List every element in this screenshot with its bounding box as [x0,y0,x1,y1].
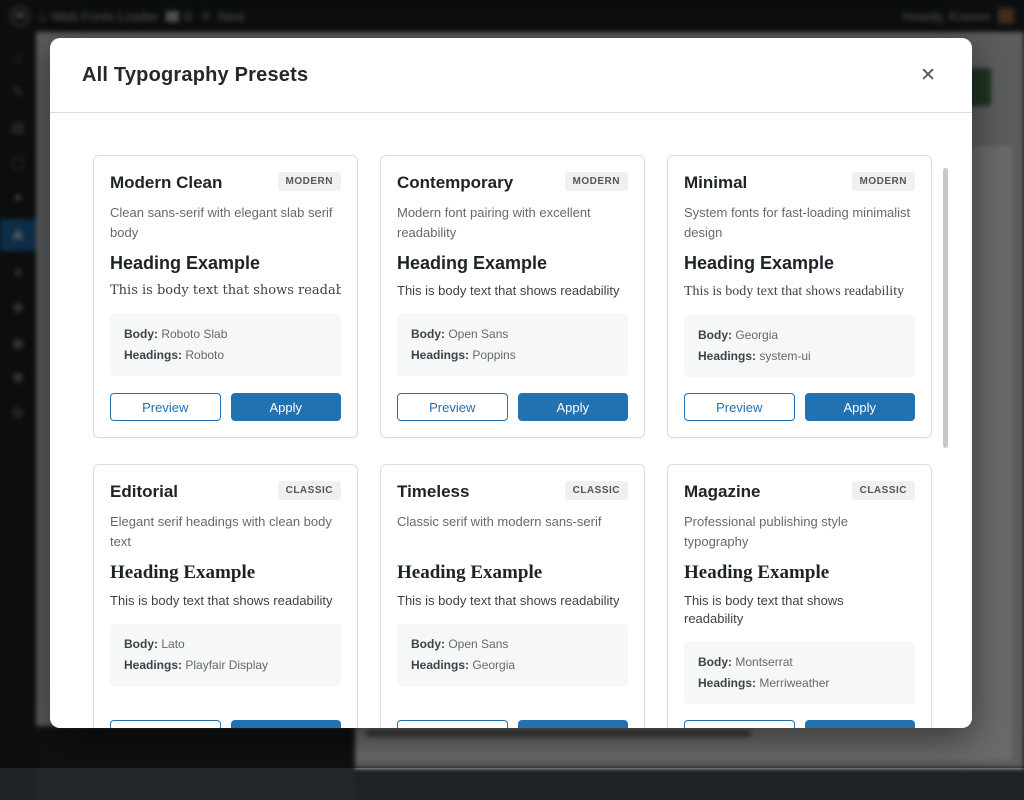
body-font-value: Lato [161,637,185,652]
preset-badge: CLASSIC [277,481,341,501]
headings-label: Headings: [411,658,470,673]
sample-body: This is body text that shows readability [110,593,333,609]
preset-card-contemporary: Contemporary MODERN Modern font pairing … [380,155,645,439]
apply-button[interactable]: Apply [804,393,915,422]
close-icon[interactable]: ✕ [916,62,940,89]
apply-button[interactable]: Apply [804,720,915,728]
modal-body: Modern Clean MODERN Clean sans-serif wit… [50,113,972,728]
headings-font-value: Merriweather [759,676,830,691]
modal-title: All Typography Presets [82,63,309,86]
modal-scrollbar-thumb[interactable] [943,168,948,448]
font-info-box: Body: Roboto Slab Headings: Roboto [110,313,341,376]
headings-label: Headings: [124,658,183,673]
sample-heading: Heading Example [397,562,543,584]
preview-button[interactable]: Preview [110,393,221,422]
apply-button[interactable]: Apply [230,720,341,728]
font-info-box: Body: Open Sans Headings: Poppins [397,313,628,376]
preset-badge: MODERN [851,172,915,191]
sample-body: This is body text that shows readability [397,593,620,609]
headings-label: Headings: [698,349,757,364]
preview-button[interactable]: Preview [397,720,508,728]
sample-heading: Heading Example [397,253,548,274]
preset-badge: MODERN [564,172,628,191]
preset-badge: MODERN [277,172,341,191]
preview-button[interactable]: Preview [110,720,221,728]
font-info-box: Body: Georgia Headings: system-ui [684,315,915,378]
font-info-box: Body: Open Sans Headings: Georgia [397,624,628,687]
preset-card-minimal: Minimal MODERN System fonts for fast-loa… [667,155,932,439]
preset-name: Modern Clean [110,173,223,192]
preset-badge: CLASSIC [851,481,915,501]
preview-button[interactable]: Preview [684,393,795,422]
preset-name: Timeless [397,482,470,502]
presets-grid: Modern Clean MODERN Clean sans-serif wit… [50,113,972,728]
preset-description: System fonts for fast-loading minimalist… [684,205,911,240]
body-font-value: Montserrat [735,655,793,670]
headings-font-value: system-ui [759,349,811,364]
body-label: Body: [698,328,732,343]
headings-label: Headings: [698,676,757,691]
body-label: Body: [411,326,445,341]
preset-badge: CLASSIC [564,481,628,501]
preset-description: Professional publishing style typography [684,514,849,549]
sample-body: This is body text that shows readability [684,593,844,627]
sample-heading: Heading Example [684,562,830,584]
body-font-value: Georgia [735,328,779,343]
body-label: Body: [411,637,445,652]
typography-presets-modal: All Typography Presets ✕ Modern Clean MO… [50,38,972,728]
preset-card-modern-clean: Modern Clean MODERN Clean sans-serif wit… [93,155,358,439]
preset-description: Classic serif with modern sans-serif [397,514,602,530]
body-font-value: Open Sans [448,637,509,652]
sample-body: This is body text that shows readability [684,283,905,299]
headings-label: Headings: [124,347,183,362]
sample-heading: Heading Example [110,253,261,274]
body-font-value: Roboto Slab [161,326,228,341]
headings-font-value: Poppins [472,347,516,362]
headings-label: Headings: [411,347,470,362]
body-font-value: Open Sans [448,326,509,341]
modal-header: All Typography Presets ✕ [50,38,972,113]
preview-button[interactable]: Preview [684,720,795,728]
preset-card-editorial: Editorial CLASSIC Elegant serif headings… [93,464,358,728]
headings-font-value: Roboto [185,347,225,362]
body-label: Body: [124,326,158,341]
preset-name: Contemporary [397,173,514,192]
body-label: Body: [698,655,732,670]
preset-name: Minimal [684,173,748,192]
preview-button[interactable]: Preview [397,393,508,422]
sample-heading: Heading Example [110,562,256,584]
headings-font-value: Georgia [472,658,516,673]
sample-heading: Heading Example [684,253,835,274]
preset-description: Clean sans-serif with elegant slab serif… [110,205,333,240]
apply-button[interactable]: Apply [517,393,628,422]
apply-button[interactable]: Apply [230,393,341,422]
preset-name: Magazine [684,482,761,502]
body-label: Body: [124,637,158,652]
sample-body: This is body text that shows readability [397,282,620,298]
preset-name: Editorial [110,482,179,502]
preset-description: Modern font pairing with excellent reada… [397,205,591,240]
sample-body: This is body text that shows readability [110,282,341,298]
headings-font-value: Playfair Display [185,658,269,673]
preset-card-timeless: Timeless CLASSIC Classic serif with mode… [380,464,645,728]
font-info-box: Body: Lato Headings: Playfair Display [110,624,341,687]
preset-card-magazine: Magazine CLASSIC Professional publishing… [667,464,932,728]
font-info-box: Body: Montserrat Headings: Merriweather [684,642,915,705]
apply-button[interactable]: Apply [517,720,628,728]
preset-description: Elegant serif headings with clean body t… [110,514,332,549]
